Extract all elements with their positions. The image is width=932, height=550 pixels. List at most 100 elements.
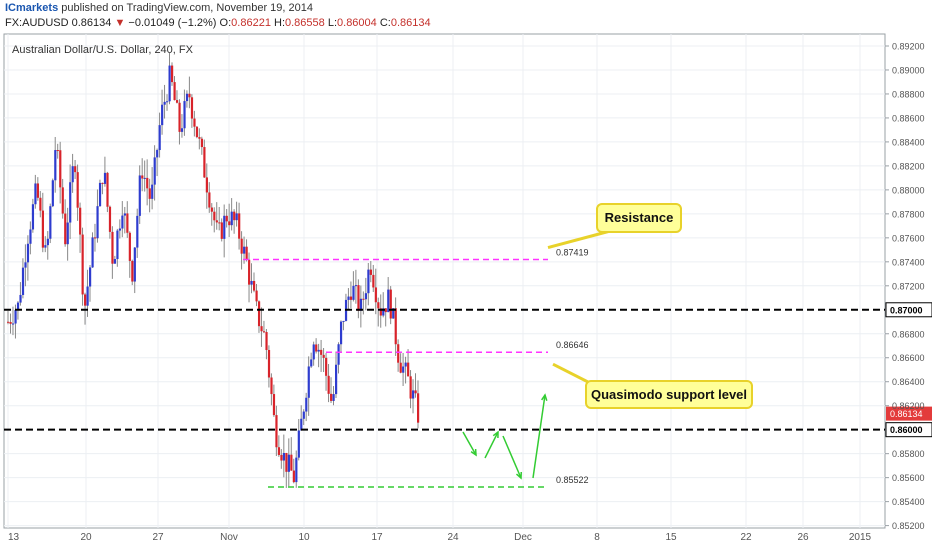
y-tick-label: 0.87400 [892,257,925,267]
candle-body [133,247,136,282]
candle-body [138,175,141,216]
candle-body [7,321,10,323]
x-tick-label: 2015 [849,532,872,543]
levels: 0.87000 0.86000 0.87419 0.86646 0.85522 0.861… [4,248,932,488]
candle-body [66,222,69,245]
path-arrow-1 [462,431,477,456]
candle-body [282,452,286,461]
candle-body [357,285,360,311]
candle-body [141,175,144,179]
x-tick-label: 13 [8,532,20,543]
ohlc-line: FX:AUDUSD 0.86134 ▼ −0.01049 (−1.2%) O:0… [5,17,431,29]
candle-body [24,262,27,268]
open-value: 0.86221 [231,17,271,29]
candle-body [49,206,52,239]
candle-body [223,215,226,239]
qm-text: Quasimodo support level [591,387,747,402]
candle-body [79,207,82,235]
x-tick-label: 27 [152,532,164,543]
candle-body [349,296,353,300]
level-price-label: 0.86000 [890,425,923,435]
candle-body [295,457,298,483]
candle-body [185,93,189,102]
candle-body [402,366,405,373]
candle-body [374,287,377,303]
candle-body [272,394,276,416]
candle-body [330,393,333,401]
candle-body [89,267,92,287]
y-tick-label: 0.85600 [892,473,925,483]
candle-body [93,237,97,239]
last-price: 0.86134 [71,17,112,29]
candle-body [255,290,258,302]
candle-body [275,415,278,448]
candle-body [91,237,94,268]
x-tick-label: Dec [514,532,532,543]
level-price-box [885,422,932,438]
y-tick-label: 0.86200 [892,401,925,411]
candles[interactable] [7,52,420,488]
candle-body [101,182,104,184]
low-label: L: [327,17,338,29]
candle-body [64,213,67,245]
candle-body [59,150,62,188]
candle-body [248,259,251,285]
candle-body [307,366,310,398]
y-tick-label: 0.88800 [892,89,925,99]
candle-body [337,344,340,365]
x-tick-label: 10 [298,532,310,543]
candle-body [280,454,283,461]
candle-body [71,166,74,183]
candle-body [404,362,407,367]
candle-body [44,245,47,248]
candle-body [153,157,156,185]
brand-name[interactable]: ICmarkets [5,2,59,14]
candle-body [389,289,392,319]
y-tick-label: 0.88600 [892,113,925,123]
candle-body [16,302,20,311]
candle-body [310,359,313,367]
candle-body [285,452,288,472]
candle-body [166,101,169,103]
close-label: C: [379,17,391,29]
candle-body [215,220,218,223]
candle-body [11,323,15,325]
x-tick-label: 8 [594,532,600,543]
candle-body [131,260,134,282]
lower-support-level-label: 0.85522 [556,475,589,485]
x-tick-label: 20 [80,532,92,543]
candle-body [76,172,79,208]
candle-body [297,430,300,458]
candle-body [233,211,236,221]
candle-body [178,102,181,132]
candle-body [250,280,253,285]
resistance-callout [596,203,682,233]
candle-body [320,349,323,355]
candle-body [387,289,390,313]
candle-body [56,150,59,152]
candle-body [148,188,151,199]
candle-body [86,286,89,306]
candle-body [315,344,318,352]
candle-body [327,375,330,394]
publisher-line: ICmarkets published on TradingView.com, … [5,2,313,14]
high-label: H: [274,17,285,29]
candle-body [287,454,290,472]
x-tick-label: 17 [371,532,383,543]
y-tick-label: 0.87200 [892,281,925,291]
candle-body [29,229,32,244]
candle-body [399,362,402,373]
candle-body [412,390,415,399]
candle-body [317,349,320,352]
annotations: Resistance Quasimodo support level [462,203,753,480]
change-value: −0.01049 (−1.2%) [128,17,217,29]
candle-body [220,222,223,239]
qm-callout [585,380,753,409]
candle-body [108,206,112,232]
candle-body [342,320,345,322]
candle-body [19,294,22,303]
path-arrow-4 [532,394,546,479]
y-tick-label: 0.86400 [892,377,925,387]
y-tick-label: 0.85400 [892,497,925,507]
